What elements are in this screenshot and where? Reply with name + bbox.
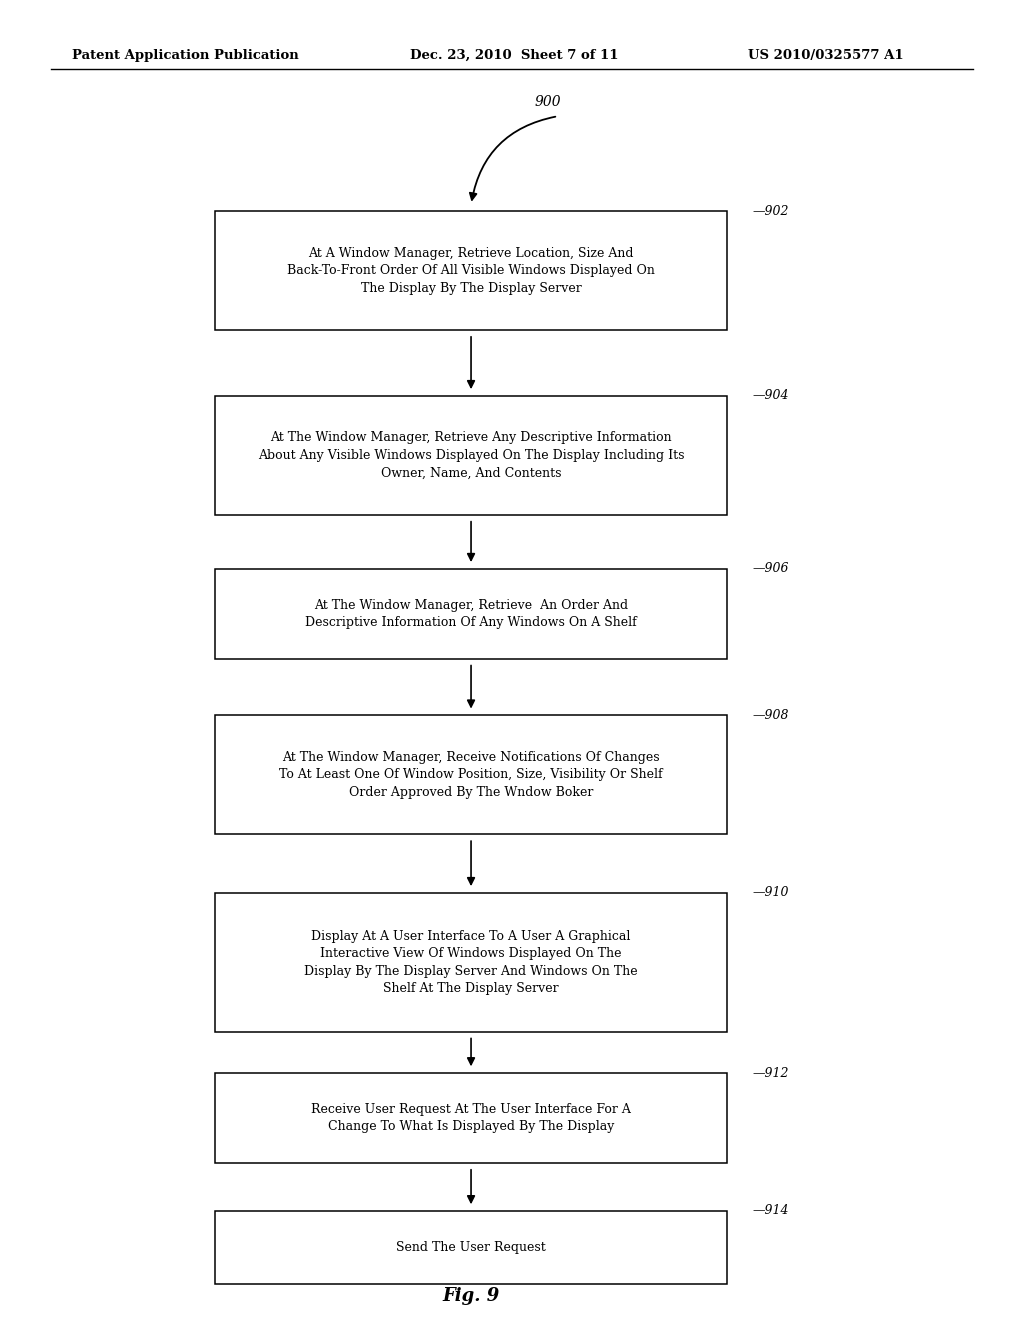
Text: Display At A User Interface To A User A Graphical
Interactive View Of Windows Di: Display At A User Interface To A User A … (304, 929, 638, 995)
Text: Send The User Request: Send The User Request (396, 1241, 546, 1254)
Text: —906: —906 (753, 562, 790, 576)
Text: Patent Application Publication: Patent Application Publication (72, 49, 298, 62)
Text: —908: —908 (753, 709, 790, 722)
Text: US 2010/0325577 A1: US 2010/0325577 A1 (748, 49, 903, 62)
Text: At The Window Manager, Receive Notifications Of Changes
To At Least One Of Windo: At The Window Manager, Receive Notificat… (280, 751, 663, 799)
Text: —904: —904 (753, 389, 790, 403)
Bar (215, 892, 727, 1032)
Text: At The Window Manager, Retrieve Any Descriptive Information
About Any Visible Wi: At The Window Manager, Retrieve Any Desc… (258, 432, 684, 479)
Text: —910: —910 (753, 887, 790, 899)
Bar (215, 211, 727, 330)
Text: At The Window Manager, Retrieve  An Order And
Descriptive Information Of Any Win: At The Window Manager, Retrieve An Order… (305, 598, 637, 630)
Text: —902: —902 (753, 205, 790, 218)
Text: —914: —914 (753, 1204, 790, 1217)
Text: 900: 900 (535, 95, 561, 108)
Bar (215, 1212, 727, 1283)
Bar (215, 1073, 727, 1163)
Text: Receive User Request At The User Interface For A
Change To What Is Displayed By : Receive User Request At The User Interfa… (311, 1102, 631, 1134)
Text: —912: —912 (753, 1067, 790, 1080)
Text: Dec. 23, 2010  Sheet 7 of 11: Dec. 23, 2010 Sheet 7 of 11 (410, 49, 618, 62)
Bar (215, 715, 727, 834)
Bar (215, 396, 727, 515)
Text: At A Window Manager, Retrieve Location, Size And
Back-To-Front Order Of All Visi: At A Window Manager, Retrieve Location, … (287, 247, 655, 294)
Text: Fig. 9: Fig. 9 (442, 1287, 500, 1305)
Bar (215, 569, 727, 659)
